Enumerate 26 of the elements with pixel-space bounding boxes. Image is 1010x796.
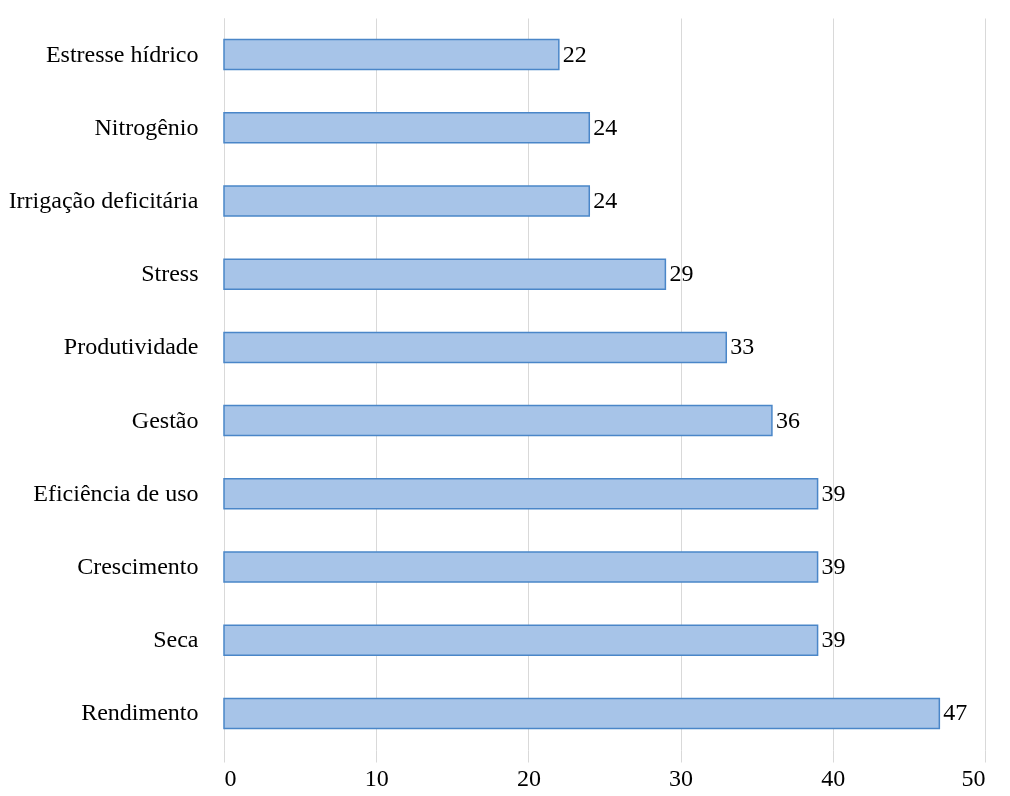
y-tick-label: Irrigação deficitária [8,187,199,213]
y-tick-label: Seca [153,626,199,653]
x-tick-label: 30 [669,764,694,791]
data-label: 24 [593,113,618,140]
data-label: 33 [730,333,755,360]
y-tick-label: Stress [141,260,199,287]
y-tick-label: Produtividade [63,333,199,360]
data-label: 39 [821,626,846,653]
data-label: 39 [821,479,846,506]
data-label: 24 [593,187,618,213]
data-label: 29 [669,260,694,287]
y-tick-label: Rendimento [81,699,199,726]
data-label: 39 [821,553,846,579]
data-label: 22 [562,40,587,67]
y-tick-label: Estresse hídrico [45,40,199,67]
x-tick-label: 10 [364,764,389,791]
y-tick-label: Nitrogênio [94,113,199,140]
x-tick-label: 40 [821,764,846,791]
data-label: 47 [943,699,968,726]
x-tick-label: 0 [224,764,237,791]
x-tick-label: 20 [516,764,541,791]
y-tick-label: Eficiência de uso [33,479,199,506]
y-tick-label: Crescimento [77,553,199,579]
y-tick-label: Gestão [131,406,199,433]
x-tick-label: 50 [961,764,986,791]
data-label: 36 [775,406,800,433]
